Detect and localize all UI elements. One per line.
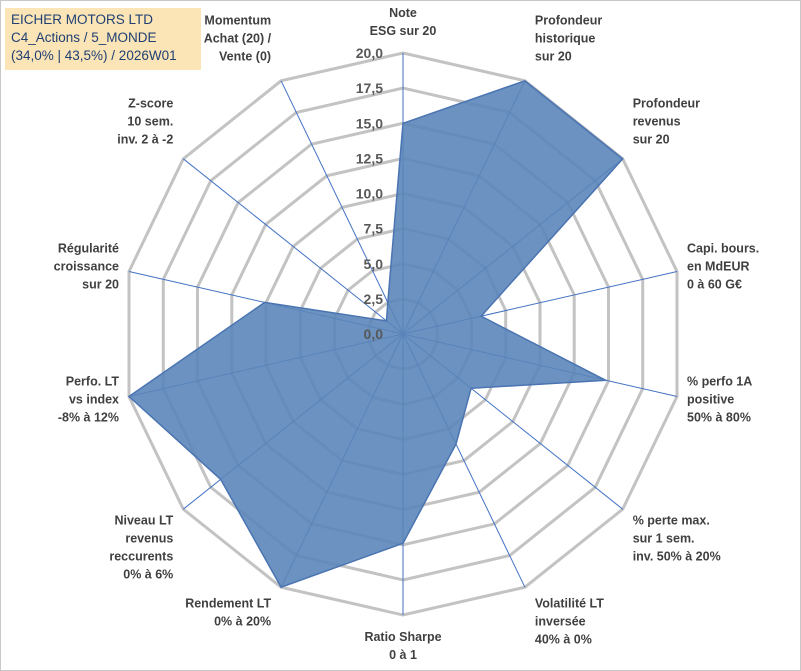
axis-label-2: Profondeur historique sur 20 bbox=[535, 14, 602, 64]
axis-label-9: Rendement LT 0% à 20% bbox=[185, 596, 271, 628]
axis-label-line: inversée bbox=[535, 614, 586, 628]
axis-label-6: % perte max. sur 1 sem. inv. 50% à 20% bbox=[633, 513, 721, 563]
axis-label-14: Momentum Achat (20) / Vente (0) bbox=[204, 14, 272, 64]
axis-label-12: Régularité croissance sur 20 bbox=[54, 242, 119, 292]
tick-label: 7,5 bbox=[364, 221, 384, 237]
axis-label-13: Z-score 10 sem. inv. 2 à -2 bbox=[117, 97, 173, 147]
tick-label: 17,5 bbox=[356, 80, 383, 96]
axis-label-line: positive bbox=[687, 393, 734, 407]
axis-label-line: croissance bbox=[54, 260, 119, 274]
axis-label-line: ESG sur 20 bbox=[370, 24, 437, 38]
tick-label: 10,0 bbox=[356, 186, 383, 202]
tick-label: 0,0 bbox=[364, 326, 384, 342]
axis-label-line: % perte max. bbox=[633, 513, 710, 527]
axis-label-line: % perfo 1A bbox=[687, 375, 752, 389]
axis-label-line: Perfo. LT bbox=[66, 375, 120, 389]
tick-label: 2,5 bbox=[364, 291, 384, 307]
axis-label-line: en MdEUR bbox=[687, 260, 750, 274]
axis-label-line: 0% à 20% bbox=[214, 614, 271, 628]
tick-label: 20,0 bbox=[356, 45, 383, 61]
axis-label-line: Vente (0) bbox=[219, 50, 271, 64]
axis-label-line: 50% à 80% bbox=[687, 411, 751, 425]
axis-label-line: 10 sem. bbox=[127, 115, 173, 129]
axis-label-3: Profondeur revenus sur 20 bbox=[633, 97, 700, 147]
axis-label-line: Volatilité LT bbox=[535, 596, 604, 610]
axis-label-7: Volatilité LT inversée 40% à 0% bbox=[535, 596, 604, 646]
tick-label: 12,5 bbox=[356, 150, 383, 166]
axis-label-line: Capi. bours. bbox=[687, 242, 759, 256]
axis-label-line: sur 20 bbox=[82, 278, 119, 292]
axis-label-5: % perfo 1A positive 50% à 80% bbox=[687, 375, 752, 425]
axis-label-line: Z-score bbox=[128, 97, 173, 111]
radar-series bbox=[127, 79, 624, 589]
title-category: C4_Actions / 5_MONDE bbox=[11, 30, 157, 45]
axis-label-line: sur 1 sem. bbox=[633, 531, 695, 545]
axis-label-line: Achat (20) / bbox=[204, 32, 272, 46]
tick-label: 5,0 bbox=[364, 256, 384, 272]
axis-label-line: sur 20 bbox=[535, 50, 572, 64]
title-company: EICHER MOTORS LTD bbox=[11, 12, 154, 27]
axis-label-line: inv. 50% à 20% bbox=[633, 549, 721, 563]
axis-label-line: inv. 2 à -2 bbox=[117, 133, 173, 147]
axis-label-4: Capi. bours. en MdEUR 0 à 60 G€ bbox=[687, 242, 759, 292]
axis-label-line: Ratio Sharpe bbox=[364, 630, 441, 644]
axis-label-line: 0 à 60 G€ bbox=[687, 278, 742, 292]
axis-label-line: revenus bbox=[125, 531, 173, 545]
tick-label: 15,0 bbox=[356, 115, 383, 131]
axis-label-line: 0 à 1 bbox=[389, 648, 417, 662]
axis-label-line: Momentum bbox=[204, 14, 271, 28]
axis-labels: Note ESG sur 20 Profondeur historique sur 20… bbox=[54, 6, 760, 662]
axis-label-line: Profondeur bbox=[633, 97, 700, 111]
axis-label-line: Profondeur bbox=[535, 14, 602, 28]
axis-label-line: Niveau LT bbox=[114, 513, 173, 527]
axis-label-line: historique bbox=[535, 32, 595, 46]
axis-label-10: Niveau LT revenus reccurents 0% à 6% bbox=[109, 513, 173, 581]
spoke-14 bbox=[280, 80, 404, 335]
radial-tick-labels: 0,0 2,5 5,0 7,5 10,0 12,5 15,0 17,5 20,0 bbox=[356, 45, 383, 342]
axis-label-line: revenus bbox=[633, 115, 681, 129]
axis-label-line: vs index bbox=[69, 393, 119, 407]
axis-label-line: Note bbox=[389, 6, 417, 20]
axis-label-11: Perfo. LT vs index -8% à 12% bbox=[58, 375, 120, 425]
spoke-13 bbox=[182, 158, 404, 335]
axis-label-8: Ratio Sharpe 0 à 1 bbox=[364, 630, 441, 662]
axis-label-line: sur 20 bbox=[633, 133, 670, 147]
axis-label-line: Rendement LT bbox=[185, 596, 271, 610]
axis-label-1: Note ESG sur 20 bbox=[370, 6, 437, 38]
axis-label-line: Régularité bbox=[58, 242, 119, 256]
title-box: EICHER MOTORS LTD C4_Actions / 5_MONDE (… bbox=[5, 8, 201, 70]
axis-label-line: 40% à 0% bbox=[535, 632, 592, 646]
axis-label-line: 0% à 6% bbox=[123, 567, 173, 581]
axis-label-line: reccurents bbox=[109, 549, 173, 563]
axis-label-line: -8% à 12% bbox=[58, 411, 119, 425]
title-scores-date: (34,0% | 43,5%) / 2026W01 bbox=[11, 48, 177, 63]
